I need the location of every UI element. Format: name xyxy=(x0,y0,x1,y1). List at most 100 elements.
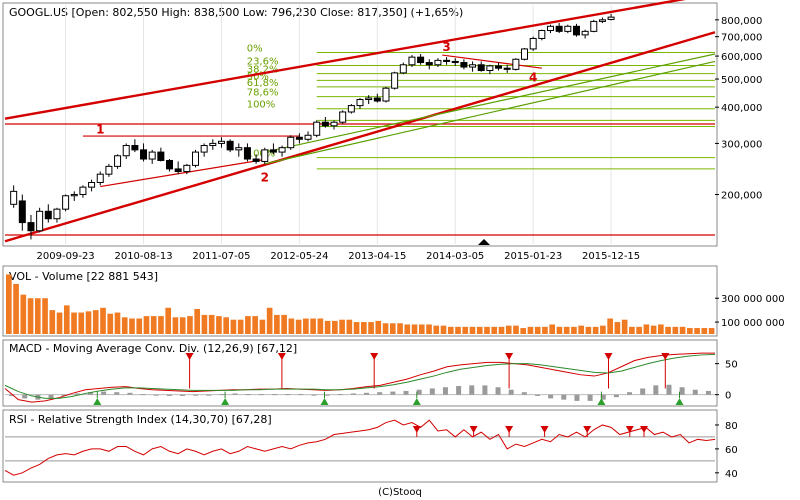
macd-histogram-bar xyxy=(508,389,514,395)
volume-bar xyxy=(353,322,360,334)
volume-bar xyxy=(549,324,556,334)
candle-body xyxy=(157,151,165,161)
candle-body xyxy=(590,20,598,32)
rsi-signal-icon xyxy=(640,426,648,433)
candle-body xyxy=(382,87,390,102)
macd-histogram-bar xyxy=(364,392,370,395)
volume-bar xyxy=(650,325,657,334)
macd-histogram-bar xyxy=(390,391,396,395)
candle-body xyxy=(365,97,373,101)
candle-body xyxy=(131,145,139,151)
volume-bar xyxy=(563,326,570,334)
buy-signal-icon xyxy=(320,398,329,405)
volume-bar xyxy=(288,318,295,334)
y-tick-label: 300 000 000 xyxy=(721,294,785,305)
macd-histogram-bar xyxy=(324,394,330,396)
candle-body xyxy=(36,210,44,232)
macd-histogram-bar xyxy=(193,394,199,396)
buy-signal-icon xyxy=(675,398,684,405)
y-tick-label: 700,000 xyxy=(721,33,762,44)
macd-histogram-bar xyxy=(429,388,435,395)
fib-level-label: 61,8% xyxy=(247,78,279,89)
volume-bar xyxy=(187,316,193,334)
volume-bar xyxy=(121,317,128,334)
volume-bar xyxy=(505,325,512,334)
volume-bar xyxy=(382,323,389,334)
volume-bar xyxy=(447,326,454,334)
macd-histogram-bar xyxy=(87,392,93,395)
volume-bar xyxy=(462,326,469,334)
x-tick-label: 2011-07-05 xyxy=(192,251,250,262)
candle-body xyxy=(96,173,104,183)
candle-body xyxy=(278,147,286,153)
volume-bar xyxy=(303,318,309,334)
macd-histogram-bar xyxy=(692,389,698,395)
volume-bar xyxy=(585,326,592,334)
trend-line-upper-channel xyxy=(4,0,686,120)
candle-body xyxy=(495,65,503,69)
macd-histogram-bar xyxy=(350,393,356,395)
volume-bar xyxy=(324,320,331,334)
macd-histogram-bar xyxy=(705,390,711,395)
volume-bar xyxy=(34,298,41,334)
trend-line-trend-b xyxy=(442,54,542,69)
candle-body xyxy=(18,200,26,224)
candle-body xyxy=(434,59,442,66)
volume-bar xyxy=(63,305,70,334)
volume-bar xyxy=(600,325,606,334)
volume-bar xyxy=(484,326,490,334)
price-panel-title: GOOGL.US [Open: 802,550 High: 838,500 Lo… xyxy=(9,6,463,19)
candle-body xyxy=(521,48,529,60)
candle-body xyxy=(105,165,113,175)
candle-body xyxy=(217,140,225,144)
y-tick-label: 200,000 xyxy=(721,190,762,201)
macd-histogram-bar xyxy=(311,394,317,396)
rsi-signal-icon xyxy=(625,426,634,433)
y-tick-label: 500,000 xyxy=(721,75,762,86)
macd-axis: 50 0 xyxy=(715,360,738,402)
volume-bar xyxy=(223,317,229,334)
macd-histogram-bar xyxy=(495,387,501,395)
candle-body xyxy=(261,149,269,162)
buy-signal-icon xyxy=(93,398,102,405)
scroll-marker-icon[interactable] xyxy=(478,239,490,245)
fib-level-label: 100% xyxy=(247,149,276,160)
candle-body xyxy=(226,140,234,151)
price-axis: 800,000 700,000 600,000 500,000 400,000 300,0… xyxy=(715,16,762,201)
volume-bar xyxy=(172,317,179,334)
candle-body xyxy=(10,190,18,205)
volume-bar xyxy=(426,324,432,334)
macd-histogram-bar xyxy=(285,394,291,396)
macd-histogram-bar xyxy=(640,388,646,395)
macd-histogram-bar xyxy=(627,392,633,395)
volume-bar xyxy=(78,312,85,334)
sell-signal-icon xyxy=(661,353,670,360)
volume-bar xyxy=(694,328,700,334)
macd-histogram-bar xyxy=(337,394,343,396)
candle-body xyxy=(339,111,347,123)
candle-body xyxy=(79,186,87,195)
volume-bar xyxy=(418,324,425,334)
y-tick-label: 80 xyxy=(725,421,738,432)
volume-bar xyxy=(332,320,338,334)
candle-body xyxy=(356,99,364,107)
candle-body xyxy=(122,145,130,157)
macd-histogram-bar xyxy=(127,392,133,395)
sell-signal-icon xyxy=(277,353,286,360)
candle-body xyxy=(607,16,615,20)
candle-body xyxy=(304,134,312,140)
macd-histogram-bar xyxy=(258,394,264,396)
candle-body xyxy=(321,121,329,127)
x-tick-label: 2013-04-15 xyxy=(348,251,406,262)
rsi-axis: 80 60 40 xyxy=(715,421,738,480)
fib-level-label: 50% xyxy=(247,71,269,82)
volume-bar xyxy=(71,312,77,334)
volume-bar xyxy=(643,324,650,334)
y-tick-label: 40 xyxy=(725,469,738,480)
fib-level-label: 23,6% xyxy=(247,56,279,67)
buy-signal-icon xyxy=(221,398,230,405)
volume-bar xyxy=(397,323,403,334)
candle-body xyxy=(598,19,606,22)
volume-bar xyxy=(339,319,345,334)
